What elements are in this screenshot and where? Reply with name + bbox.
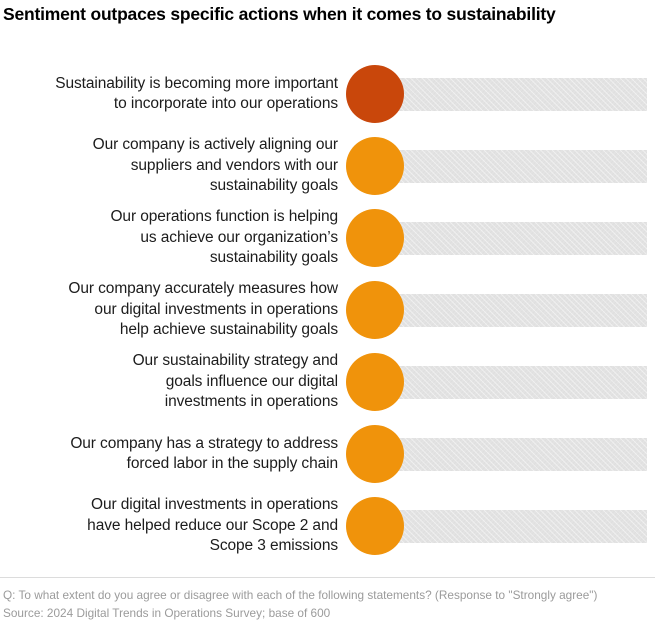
bar-track — [375, 437, 647, 471]
row-label: Our operations function is helping us ac… — [0, 202, 338, 274]
row-label-line: have helped reduce our Scope 2 and — [87, 516, 338, 534]
row-label: Our company is actively aligning our sup… — [0, 130, 338, 202]
row-label-line: Our company accurately measures how — [68, 280, 338, 298]
bar-track — [375, 221, 647, 255]
row-label-line: Our company has a strategy to address — [70, 434, 338, 452]
footnotes: Q: To what extent do you agree or disagr… — [3, 587, 597, 622]
row-label: Our sustainability strategy and goals in… — [0, 346, 339, 418]
row-label: Sustainability is becoming more importan… — [0, 58, 338, 130]
row-label-line: sustainability goals — [209, 177, 338, 195]
bubble-marker-highlight — [346, 65, 404, 123]
bubble-marker — [346, 281, 404, 339]
row-label-line: goals influence our digital — [165, 372, 338, 390]
row-label-line: forced labor in the supply chain — [126, 455, 338, 472]
row-label: Our digital investments in operations ha… — [0, 490, 338, 562]
row-label-line: Our sustainability strategy and — [132, 352, 339, 370]
row-label: Our company accurately measures how our … — [0, 274, 338, 346]
row-label-line: us achieve our organization’s — [140, 228, 338, 246]
chart-row-forced-labor: Our company has a strategy to address fo… — [0, 418, 655, 490]
bubble-marker — [346, 353, 404, 411]
chart-row-operations-function: Our operations function is helping us ac… — [0, 202, 655, 274]
chart-row-emissions: Our digital investments in operations ha… — [0, 490, 655, 562]
bubble-marker — [346, 209, 404, 267]
footnote-source: Source: 2024 Digital Trends in Operation… — [3, 605, 331, 620]
bar-track — [375, 77, 647, 111]
row-label-line: investments in operations — [164, 393, 338, 411]
chart-row-strategy-goals: Our sustainability strategy and goals in… — [0, 346, 655, 418]
footnote-question: Q: To what extent do you agree or disagr… — [3, 588, 598, 602]
bar-track — [375, 509, 647, 543]
bar-track — [375, 365, 647, 399]
row-label-line: suppliers and vendors with our — [130, 156, 338, 174]
bar-track — [375, 149, 647, 183]
bubble-marker — [346, 137, 404, 195]
bubble-marker — [346, 425, 404, 483]
footnote-divider — [0, 577, 655, 578]
page-title: Sentiment outpaces specific actions when… — [3, 4, 556, 24]
chart-row-measures: Our company accurately measures how our … — [0, 274, 655, 346]
chart-row-suppliers: Our company is actively aligning our sup… — [0, 130, 655, 202]
row-label: Our company has a strategy to address fo… — [0, 418, 338, 490]
bubble-marker — [346, 497, 404, 555]
chart-row-sentiment: Sustainability is becoming more importan… — [0, 58, 655, 130]
row-label-line: to incorporate into our operations — [113, 95, 338, 112]
row-label-line: help achieve sustainability goals — [119, 321, 338, 339]
row-label-line: Scope 3 emissions — [209, 537, 339, 555]
row-label-line: Our operations function is helping — [110, 208, 338, 226]
row-label-line: Our company is actively aligning our — [92, 136, 338, 154]
row-label-line: our digital investments in operations — [94, 300, 338, 318]
row-label-line: Our digital investments in operations — [90, 496, 338, 514]
bar-track — [375, 293, 647, 327]
row-label-line: sustainability goals — [209, 249, 338, 267]
row-label-line: Sustainability is becoming more importan… — [55, 74, 338, 92]
